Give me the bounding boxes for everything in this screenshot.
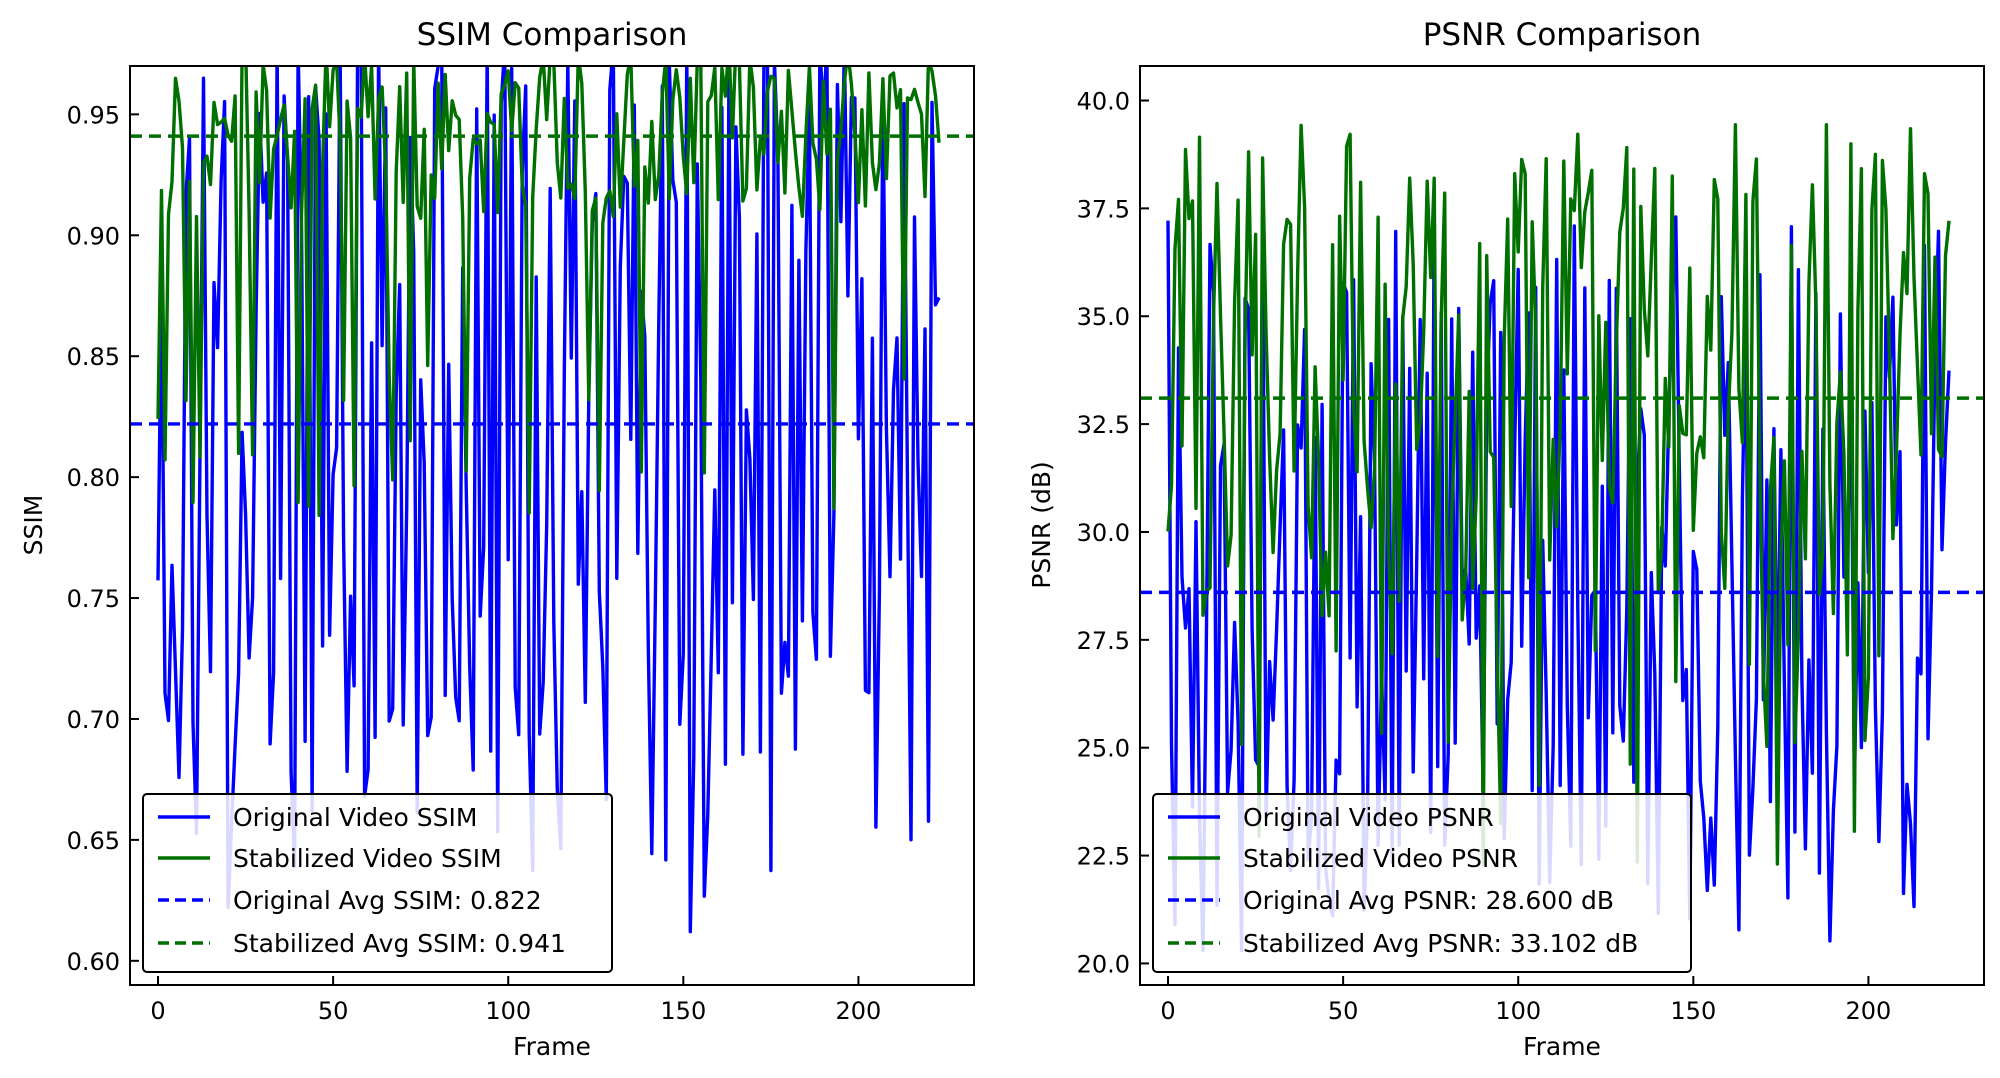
legend-label-stabilized: Stabilized Video PSNR — [1243, 844, 1518, 873]
legend-label-stabilized: Stabilized Video SSIM — [233, 844, 502, 873]
y-tick-label: 35.0 — [1077, 303, 1130, 331]
legend-label-original-avg: Original Avg PSNR: 28.600 dB — [1243, 886, 1614, 915]
psnr-chart: PSNR Comparison 0 50 100 150 200 20.0 22.5 25.0… — [1027, 17, 1985, 1061]
y-axis-label: PSNR (dB) — [1027, 461, 1056, 589]
x-tick-label: 0 — [150, 997, 165, 1025]
legend-label-original-avg: Original Avg SSIM: 0.822 — [233, 886, 542, 915]
y-tick-label: 0.75 — [67, 585, 120, 613]
stabilized-series-line — [156, 66, 941, 518]
stabilized-series-line — [1166, 122, 1951, 867]
y-tick-label: 0.85 — [67, 343, 120, 371]
y-tick-label: 0.60 — [67, 948, 120, 976]
x-tick-label: 150 — [660, 997, 706, 1025]
x-tick-label: 150 — [1670, 997, 1716, 1025]
y-tick-label: 32.5 — [1077, 411, 1130, 439]
legend-label-original: Original Video PSNR — [1243, 803, 1494, 832]
y-axis-label: SSIM — [19, 495, 48, 556]
y-tick-label: 0.70 — [67, 706, 120, 734]
y-tick-label: 37.5 — [1077, 195, 1130, 223]
axis-ticks: 0 50 100 150 200 0.60 0.65 0.70 0.75 0.80 0.85 0.90… — [67, 101, 882, 1025]
chart-title: PSNR Comparison — [1423, 17, 1702, 53]
legend-label-stabilized-avg: Stabilized Avg SSIM: 0.941 — [233, 929, 566, 958]
plot-area — [1140, 122, 1984, 953]
y-tick-label: 27.5 — [1077, 627, 1130, 655]
y-tick-label: 0.95 — [67, 101, 120, 129]
x-tick-label: 100 — [485, 997, 531, 1025]
axes-frame — [129, 65, 975, 986]
legend-label-stabilized-avg: Stabilized Avg PSNR: 33.102 dB — [1243, 929, 1638, 958]
y-tick-label: 40.0 — [1077, 88, 1130, 116]
x-tick-label: 50 — [318, 997, 349, 1025]
x-tick-label: 200 — [1846, 997, 1892, 1025]
y-tick-label: 20.0 — [1077, 950, 1130, 978]
plot-area — [130, 66, 974, 934]
legend-box — [1152, 793, 1692, 973]
legend-box — [142, 793, 613, 973]
legend: Original Video SSIM Stabilized Video SSI… — [142, 793, 613, 973]
y-tick-label: 0.90 — [67, 222, 120, 250]
y-tick-label: 22.5 — [1077, 843, 1130, 871]
y-tick-label: 25.0 — [1077, 735, 1130, 763]
legend-label-original: Original Video SSIM — [233, 803, 477, 832]
x-tick-label: 0 — [1160, 997, 1175, 1025]
original-series-line — [156, 66, 941, 934]
y-tick-label: 30.0 — [1077, 519, 1130, 547]
x-tick-label: 50 — [1328, 997, 1359, 1025]
axes-frame — [1139, 65, 1985, 986]
x-axis-label: Frame — [1523, 1032, 1601, 1061]
legend: Original Video PSNR Stabilized Video PSN… — [1152, 793, 1692, 973]
axis-ticks: 0 50 100 150 200 20.0 22.5 25.0 27.5 30.0 32.5 35.0… — [1077, 88, 1892, 1025]
ssim-chart: SSIM Comparison 0 50 100 150 200 0.60 0.65 0.70… — [19, 17, 975, 1061]
y-tick-label: 0.80 — [67, 464, 120, 492]
chart-title: SSIM Comparison — [417, 17, 688, 53]
x-axis-label: Frame — [513, 1032, 591, 1061]
y-tick-label: 0.65 — [67, 827, 120, 855]
x-tick-label: 100 — [1495, 997, 1541, 1025]
x-tick-label: 200 — [836, 997, 882, 1025]
